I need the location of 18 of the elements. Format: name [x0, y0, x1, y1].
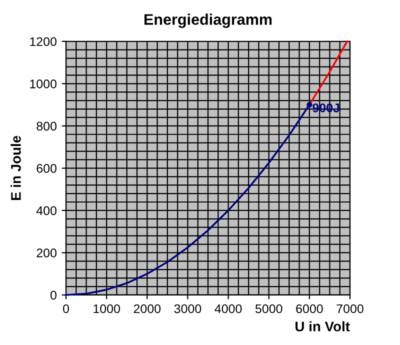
x-tick-label: 0 [63, 304, 69, 314]
x-tick-label: 7000 [336, 304, 364, 314]
y-tick-label: 1200 [30, 37, 56, 46]
y-tick-label: 200 [36, 248, 56, 258]
y-axis-title: E in Joule [10, 136, 21, 200]
x-tick-label: 4000 [214, 304, 242, 314]
y-tick-label: 800 [36, 122, 56, 131]
y-tick-label: 400 [36, 206, 56, 216]
x-tick-label: 5000 [255, 304, 282, 314]
x-tick-label: 1000 [94, 304, 120, 314]
chart-title: Energiediagramm [144, 14, 272, 28]
y-tick-label: 600 [36, 164, 56, 173]
y-tick-label: 0 [50, 290, 56, 300]
x-tick-label: 2000 [134, 304, 161, 314]
x-tick-label: 6000 [296, 304, 323, 314]
x-axis-title: U in Volt [296, 321, 350, 332]
x-tick-label: 3000 [174, 304, 202, 314]
y-tick-label: 1000 [30, 79, 56, 88]
